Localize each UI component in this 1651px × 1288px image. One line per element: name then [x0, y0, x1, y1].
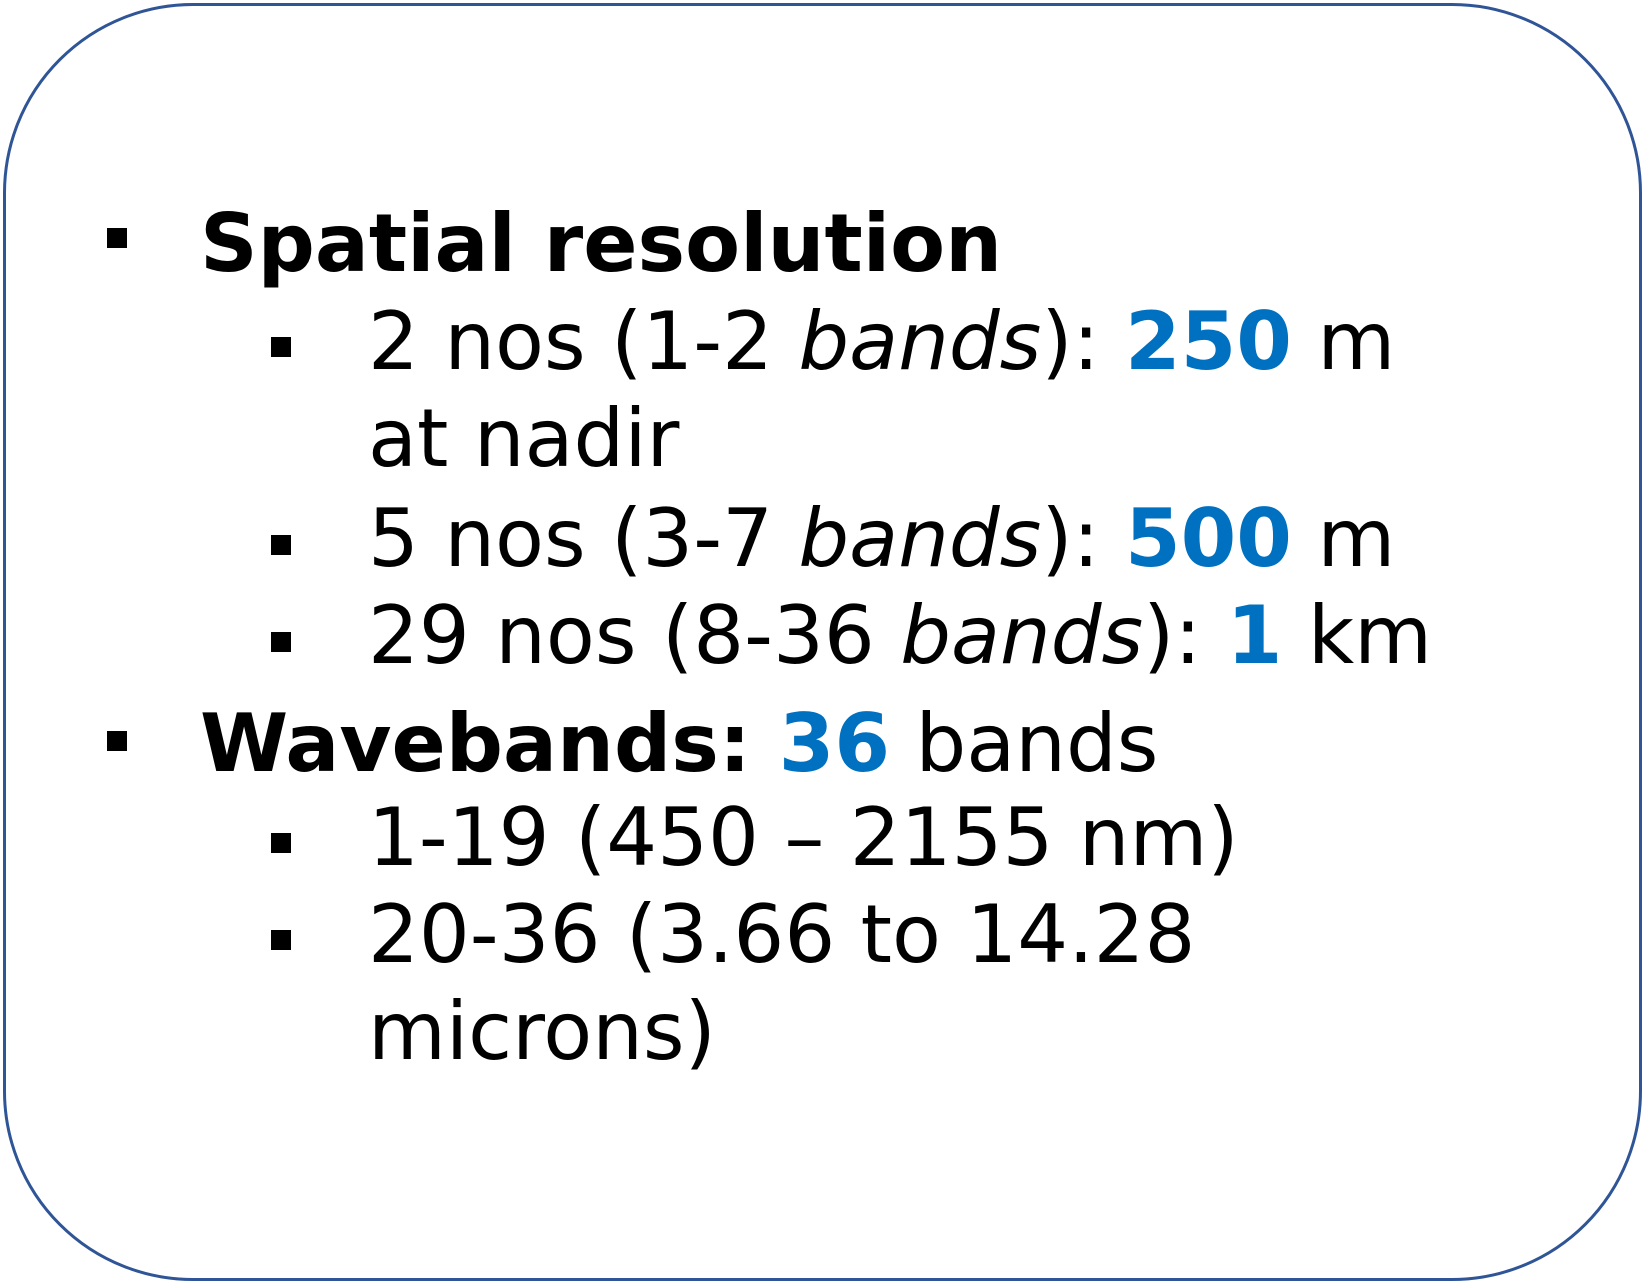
sub-item-text: 29 nos (8-36 bands): 1 km [368, 596, 1432, 676]
resolution-value: 500 [1124, 492, 1292, 585]
sub-item-italic: bands [900, 589, 1144, 682]
sub-item-italic: bands [798, 295, 1042, 388]
square-bullet-icon [271, 833, 291, 853]
heading-wavebands-label: Wavebands: [200, 697, 779, 790]
square-bullet-icon [271, 930, 291, 950]
heading-wavebands: Wavebands: 36 bands [200, 704, 1158, 784]
heading-spatial-resolution: Spatial resolution [200, 197, 1003, 290]
sub-item-text: 5 nos (3-7 bands): 500 m [368, 499, 1395, 579]
resolution-unit: m [1291, 295, 1396, 388]
sub-item-text: 2 nos (1-2 bands): 250 m [368, 302, 1395, 382]
sub-item-separator: ): [1041, 295, 1125, 388]
sub-item-prefix: 5 nos (3-7 [368, 492, 799, 585]
sub-item-prefix: 29 nos (8-36 [368, 589, 901, 682]
sub-item-separator: ): [1143, 589, 1227, 682]
resolution-unit: km [1282, 589, 1433, 682]
resolution-value: 1 [1226, 589, 1283, 682]
square-bullet-icon [271, 535, 291, 555]
sub-item-text: 20-36 (3.66 to 14.28 [368, 888, 1196, 981]
sub-item-italic: bands [798, 492, 1042, 585]
square-bullet-icon [107, 731, 127, 751]
resolution-value: 250 [1124, 295, 1292, 388]
square-bullet-icon [107, 228, 127, 248]
sub-item-continuation: microns) [368, 985, 716, 1078]
band-count-unit: bands [890, 697, 1159, 790]
sub-item-continuation: at nadir [368, 392, 680, 485]
sub-item-prefix: 2 nos (1-2 [368, 295, 799, 388]
square-bullet-icon [271, 632, 291, 652]
resolution-unit: m [1291, 492, 1396, 585]
sub-item-separator: ): [1041, 492, 1125, 585]
square-bullet-icon [271, 337, 291, 357]
sub-item-text: 1-19 (450 – 2155 nm) [368, 791, 1239, 884]
band-count-value: 36 [778, 697, 891, 790]
